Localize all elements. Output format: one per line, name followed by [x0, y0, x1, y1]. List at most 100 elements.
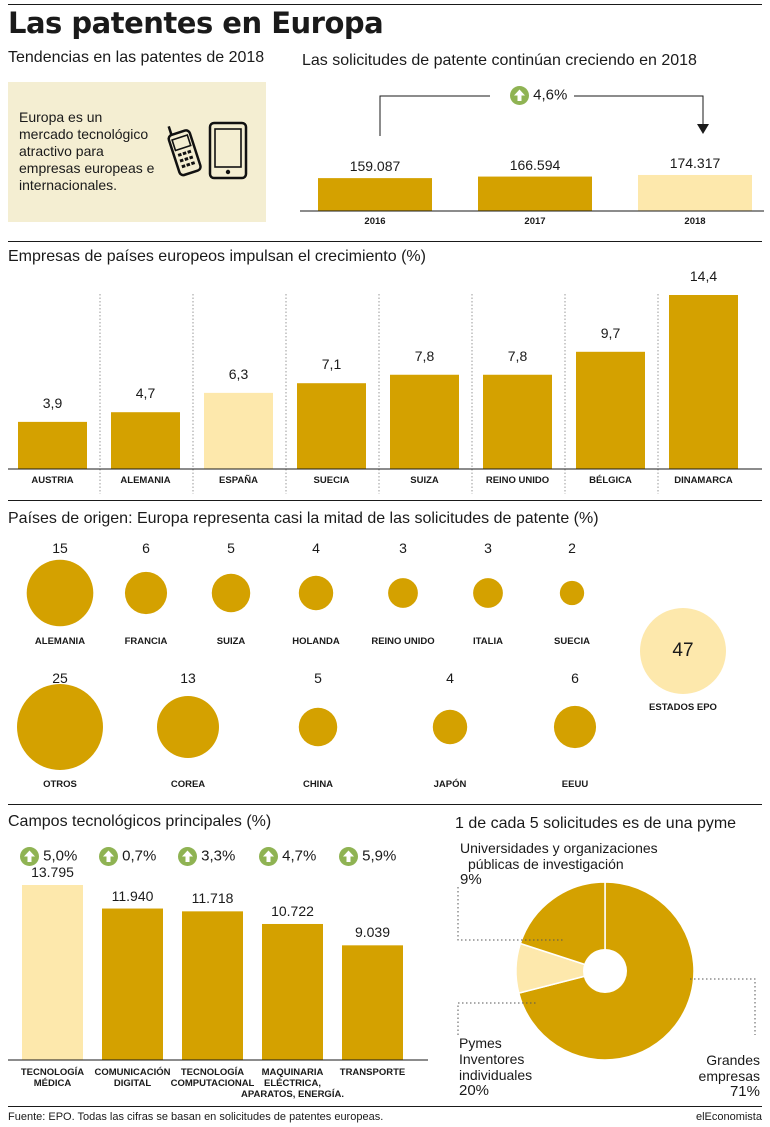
origin-value-label: 3 [399, 540, 407, 556]
info-text: Europa es un mercado tecnológico atracti… [19, 109, 155, 193]
application-bar [318, 178, 432, 211]
applications-chart [300, 95, 764, 212]
country-value-label: 7,8 [414, 347, 435, 364]
pie-pct-grandes: 71% [729, 1083, 760, 1100]
origin-value-label: 5 [314, 670, 322, 686]
country-value-label: 4,7 [135, 385, 156, 402]
field-growth-label: 3,3% [197, 847, 236, 865]
field-bar [262, 923, 323, 1060]
pie-label-line: empresas [698, 1068, 760, 1084]
field-growth: 4,7% [259, 847, 316, 866]
devices-illustration [167, 121, 248, 180]
mobile-phone-icon [167, 125, 202, 177]
country-value-label: 9,7 [600, 324, 621, 341]
field-growth: 5,9% [339, 847, 396, 866]
country-bar [483, 374, 552, 469]
field-growth-label: 5,0% [39, 847, 78, 865]
pie-slice [519, 881, 606, 973]
field-growth: 3,3% [178, 847, 235, 866]
pie-label-line: Pymes [459, 1035, 502, 1051]
leader-grandes [690, 978, 756, 1035]
origin-bubble [298, 575, 334, 611]
country-tick-label: AUSTRIA [31, 475, 74, 486]
origin-bubble [388, 578, 418, 608]
pie-label-line: Inventores [459, 1051, 525, 1067]
country-bar [18, 421, 87, 469]
up-arrow-icon [339, 847, 358, 866]
field-tick-label: TECNOLOGÍA COMPUTACIONAL [158, 1067, 268, 1089]
growth-connector-left [379, 95, 490, 136]
origin-epo-label: ESTADOS EPO [649, 702, 717, 713]
origin-value-label: 2 [568, 540, 576, 556]
field-bar [22, 885, 83, 1060]
pie-pct-universities: 9% [460, 871, 482, 888]
origin-bubble [211, 573, 251, 613]
info-box [8, 82, 266, 222]
fields-chart-title: Campos tecnológicos principales (%) [8, 813, 272, 830]
field-tick-line: MAQUINARIA [261, 1067, 324, 1078]
field-tick-line: DIGITAL [113, 1078, 152, 1089]
country-value-label: 7,8 [507, 347, 528, 364]
application-value-label: 166.594 [509, 156, 561, 173]
origin-bubble [473, 578, 503, 608]
growth-connector-right [574, 95, 704, 125]
origin-chart-title: Países de origen: Europa representa casi… [8, 510, 599, 527]
brand-logo: elEconomista [695, 1111, 762, 1123]
field-bar [102, 908, 163, 1060]
origin-value-label: 6 [142, 540, 150, 556]
field-tick-label: TRANSPORTE [318, 1067, 428, 1078]
origin-country-label: SUECIA [554, 636, 590, 647]
origin-bubble [17, 684, 103, 770]
origin-value-label: 25 [52, 670, 68, 686]
origin-value-label: 3 [484, 540, 492, 556]
application-value-label: 159.087 [349, 158, 401, 175]
top-rule [8, 4, 762, 5]
trends-subtitle: Tendencias en las patentes de 2018 [8, 49, 265, 66]
country-tick-label: ESPAÑA [219, 475, 258, 486]
field-tick-label: TECNOLOGÍA MÉDICA [0, 1067, 108, 1089]
field-bar [342, 945, 403, 1060]
field-tick-label: MAQUINARIA ELÉCTRICA, APARATOS, ENERGÍA. [238, 1067, 348, 1100]
application-year-label: 2016 [364, 216, 386, 227]
section-rule-2 [8, 500, 762, 501]
origin-country-label: ALEMANIA [34, 636, 86, 647]
application-year-label: 2018 [684, 216, 706, 227]
origin-country-label: HOLANDA [292, 636, 340, 647]
origin-bubble [432, 709, 468, 745]
country-bar [576, 351, 645, 469]
applications-growth: 4,6% [510, 86, 567, 105]
application-bar [638, 174, 752, 211]
footer-rule [8, 1106, 762, 1107]
field-growth-label: 5,9% [358, 847, 397, 865]
field-growth-label: 4,7% [278, 847, 317, 865]
origin-bubble [298, 707, 338, 747]
pie-hole [583, 949, 627, 993]
fields-chart [8, 885, 428, 1061]
country-value-label: 7,1 [321, 356, 342, 373]
up-arrow-icon [510, 86, 529, 105]
field-growth-label: 0,7% [118, 847, 157, 865]
up-arrow-icon [99, 847, 118, 866]
origin-bubble [559, 580, 585, 606]
origin-value-label: 4 [312, 540, 320, 556]
country-tick-label: DINAMARCA [674, 475, 733, 486]
origin-value-label: 5 [227, 540, 235, 556]
pie-label-pymes: Pymes Inventores individuales 20% [459, 1035, 532, 1099]
pie-label-grandes: Grandes empresas 71% [699, 1052, 760, 1100]
country-tick-label: SUIZA [410, 475, 439, 486]
leader-pymes [457, 1002, 536, 1035]
origin-value-label: 6 [571, 670, 579, 686]
origin-country-label: EEUU [561, 779, 589, 790]
origin-bubble [124, 571, 168, 615]
leader-universities [457, 887, 564, 941]
applications-growth-label: 4,6% [533, 86, 568, 104]
field-tick-label: COMUNICACIÓN DIGITAL [78, 1067, 188, 1089]
origin-epo-value: 47 [672, 640, 694, 661]
origin-country-label: JAPÓN [433, 779, 467, 790]
field-value-label: 10.722 [271, 902, 314, 919]
section-rule-1 [8, 241, 762, 242]
field-growth: 0,7% [99, 847, 156, 866]
page-title: Las patentes en Europa [8, 6, 384, 40]
countries-chart [8, 294, 762, 494]
origin-country-label: SUIZA [216, 636, 246, 647]
